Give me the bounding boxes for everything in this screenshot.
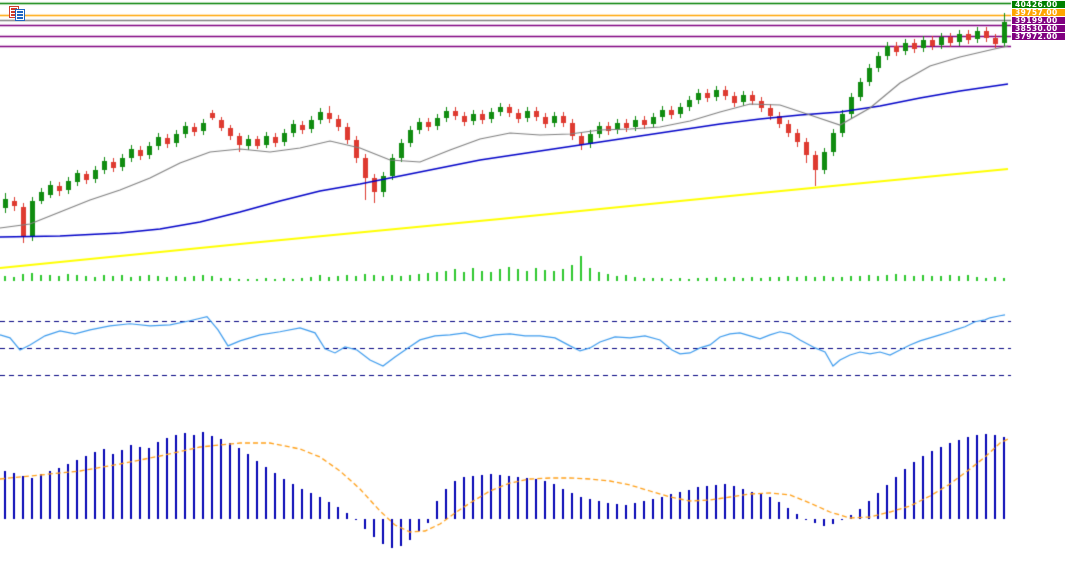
price-badge: 39199.00 — [1012, 17, 1065, 24]
chart-list-blue-icon — [15, 9, 25, 21]
price-badge: 39757.00 — [1012, 9, 1065, 16]
price-badge: 38530.00 — [1012, 25, 1065, 32]
linked-charts-icon[interactable] — [9, 6, 27, 22]
price-badge: 40426.00 — [1012, 1, 1065, 8]
price-badge: 37972.00 — [1012, 33, 1065, 40]
